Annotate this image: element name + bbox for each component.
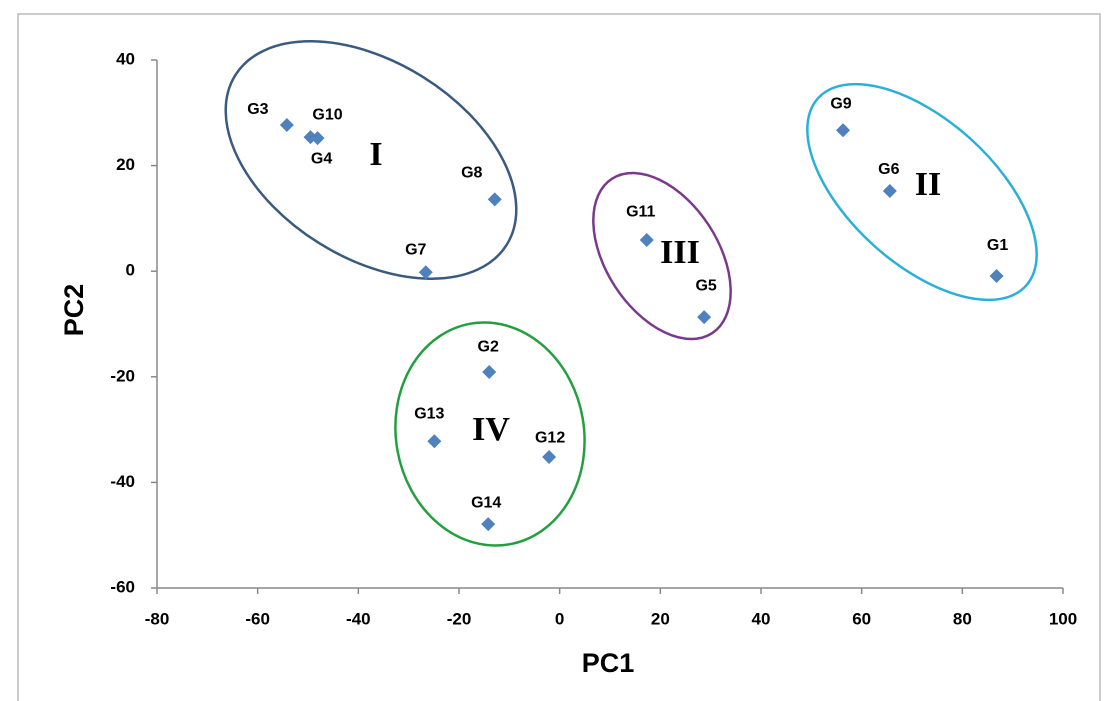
y-axis-title: PC2 [59, 284, 89, 337]
point [482, 365, 497, 380]
x-tick-label: 40 [752, 609, 771, 628]
point-label: G8 [461, 165, 482, 182]
cluster-label: IV [472, 411, 510, 448]
point [639, 233, 654, 248]
point [427, 434, 442, 449]
point-label: G5 [695, 277, 716, 294]
point-label: G7 [405, 241, 426, 258]
point [487, 192, 502, 207]
x-tick-label: -20 [447, 609, 472, 628]
point [279, 117, 294, 132]
point [310, 131, 325, 146]
y-tick-label: 20 [116, 155, 135, 174]
chart-frame [17, 13, 1101, 701]
cluster-label: I [369, 136, 382, 173]
x-tick-label: -40 [346, 609, 371, 628]
point [481, 517, 496, 532]
y-tick-label: 0 [126, 261, 135, 280]
x-tick-label: 0 [555, 609, 564, 628]
x-tick-label: 60 [852, 609, 871, 628]
x-tick-label: -80 [145, 609, 170, 628]
x-tick-label: -60 [245, 609, 270, 628]
point-label: G9 [830, 95, 851, 112]
point [882, 183, 897, 198]
point [418, 265, 433, 280]
cluster-ellipse [592, 171, 732, 341]
point-label: G6 [878, 161, 899, 178]
cluster-ellipse [224, 40, 518, 280]
point-label: G12 [535, 429, 565, 446]
point [697, 310, 712, 325]
point-label: G1 [987, 237, 1008, 254]
point-label: G2 [478, 338, 499, 355]
y-tick-label: 40 [116, 49, 135, 68]
cluster-label: III [660, 234, 700, 271]
point [542, 450, 557, 465]
cluster-ellipse [806, 82, 1038, 302]
point-label: G13 [414, 405, 444, 422]
y-tick-label: -20 [110, 366, 135, 385]
point [836, 123, 851, 138]
point-label: G4 [311, 150, 332, 167]
cluster-ellipse [394, 321, 586, 547]
point-label: G11 [626, 203, 655, 220]
point-label: G10 [312, 106, 342, 123]
x-tick-label: 100 [1049, 609, 1077, 628]
point-label: G3 [247, 101, 268, 118]
y-tick-label: -60 [110, 577, 135, 596]
point-label: G14 [471, 494, 501, 511]
x-tick-label: 20 [651, 609, 670, 628]
x-axis-title: PC1 [582, 648, 635, 678]
point [989, 268, 1004, 283]
x-tick-label: 80 [953, 609, 972, 628]
y-tick-label: -40 [110, 472, 135, 491]
cluster-label: II [915, 166, 941, 203]
